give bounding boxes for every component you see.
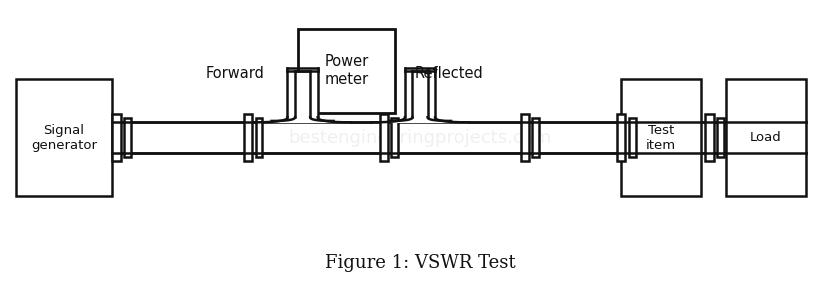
Polygon shape — [389, 117, 451, 122]
Polygon shape — [271, 117, 333, 122]
Text: Signal
generator: Signal generator — [31, 124, 97, 152]
Bar — [412, 71, 428, 117]
Bar — [629, 118, 636, 157]
Bar — [244, 114, 252, 161]
Bar — [298, 29, 395, 112]
Text: bestengineeringprojects.com: bestengineeringprojects.com — [288, 129, 552, 147]
Text: Power
meter: Power meter — [324, 55, 369, 87]
Bar — [380, 114, 388, 161]
Bar — [622, 79, 701, 196]
Bar — [124, 118, 131, 157]
Text: Forward: Forward — [206, 66, 265, 81]
Text: Test
item: Test item — [646, 124, 676, 152]
Bar — [287, 71, 318, 122]
Bar — [113, 114, 121, 161]
Bar — [705, 114, 713, 161]
Bar — [405, 71, 435, 122]
Text: Reflected: Reflected — [415, 66, 484, 81]
Text: Figure 1: VSWR Test: Figure 1: VSWR Test — [325, 254, 515, 272]
Bar — [391, 118, 398, 157]
Bar — [717, 118, 723, 157]
Bar — [533, 118, 539, 157]
Bar — [521, 114, 529, 161]
Bar — [726, 79, 806, 196]
Text: Load: Load — [750, 131, 782, 144]
Bar — [295, 71, 310, 117]
Bar — [255, 118, 262, 157]
Bar — [16, 79, 113, 196]
Bar — [617, 114, 626, 161]
